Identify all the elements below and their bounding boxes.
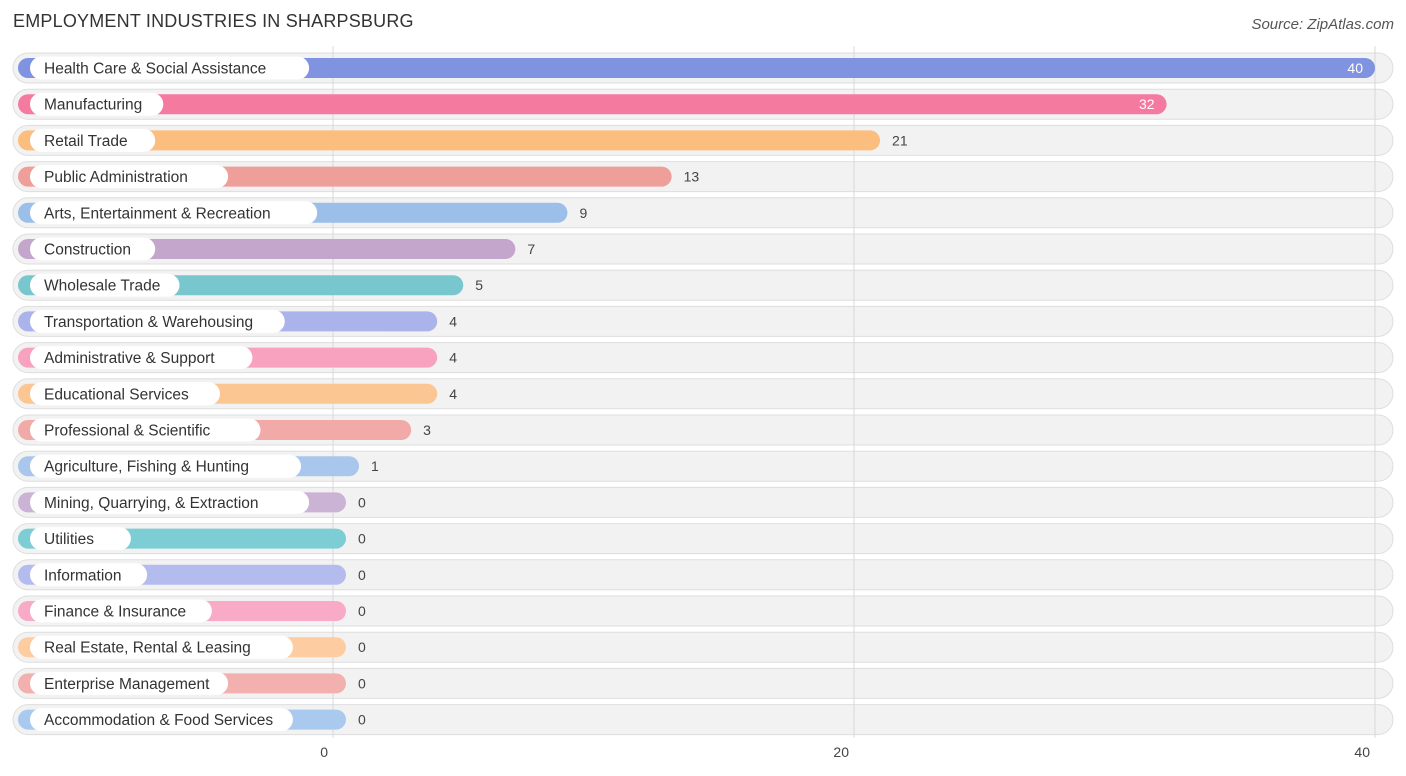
category-label: Manufacturing [44, 97, 142, 114]
row-background [12, 523, 1394, 555]
category-label-pill [30, 671, 229, 695]
category-label-pill [30, 237, 156, 261]
row-background [12, 486, 1394, 518]
category-label: Health Care & Social Assistance [44, 61, 266, 78]
value-label: 0 [358, 639, 366, 655]
category-label: Agriculture, Fishing & Hunting [44, 459, 249, 476]
category-label-pill [30, 56, 310, 80]
value-label: 1 [371, 458, 379, 474]
value-label: 0 [358, 494, 366, 510]
category-label-pill [30, 309, 285, 333]
value-label: 0 [358, 712, 366, 728]
value-label: 0 [358, 603, 366, 619]
value-label: 9 [579, 205, 587, 221]
category-label-pill [30, 346, 253, 370]
category-label: Information [44, 567, 122, 584]
value-label: 7 [527, 241, 535, 257]
value-label: 5 [475, 277, 483, 293]
category-label-pill [30, 418, 261, 442]
chart-title: EMPLOYMENT INDUSTRIES IN SHARPSBURG [13, 11, 414, 31]
category-label-pill [30, 635, 293, 659]
value-label: 13 [684, 169, 700, 185]
category-label-pill [30, 128, 156, 152]
category-label: Accommodation & Food Services [44, 712, 273, 729]
category-label-pill [30, 454, 301, 478]
category-label: Professional & Scientific [44, 423, 211, 440]
row-background [12, 704, 1394, 736]
value-label: 0 [358, 567, 366, 583]
category-label: Wholesale Trade [44, 278, 160, 295]
x-tick-label: 20 [833, 744, 849, 760]
row-background [12, 595, 1394, 627]
category-label: Real Estate, Rental & Leasing [44, 640, 251, 657]
category-label-pill [30, 563, 148, 587]
category-label-pill [30, 490, 310, 514]
category-label-pill [30, 599, 212, 623]
value-label: 40 [1347, 60, 1363, 76]
category-label: Finance & Insurance [44, 604, 186, 621]
category-label: Mining, Quarrying, & Extraction [44, 495, 259, 512]
category-label: Construction [44, 242, 131, 259]
category-label-pill [30, 165, 229, 189]
value-label: 0 [358, 675, 366, 691]
category-label-pill [30, 201, 318, 225]
value-label: 4 [449, 313, 457, 329]
category-label-pill [30, 382, 220, 406]
category-label: Retail Trade [44, 133, 128, 150]
category-label: Transportation & Warehousing [44, 314, 253, 331]
x-tick-label: 40 [1354, 744, 1370, 760]
category-label: Public Administration [44, 169, 188, 186]
category-label-pill [30, 708, 293, 732]
value-label: 21 [892, 132, 908, 148]
row-background [12, 631, 1394, 663]
category-label: Enterprise Management [44, 676, 210, 693]
value-label: 4 [449, 386, 457, 402]
bar [18, 94, 1167, 115]
category-label: Utilities [44, 531, 94, 548]
row-background [12, 450, 1394, 482]
category-label: Arts, Entertainment & Recreation [44, 205, 271, 222]
source-credit: Source: ZipAtlas.com [1251, 16, 1394, 33]
category-label-pill [30, 92, 164, 116]
row-background [12, 667, 1394, 699]
value-label: 32 [1139, 96, 1155, 112]
category-label-pill [30, 273, 180, 297]
row-background [12, 559, 1394, 591]
value-label: 3 [423, 422, 431, 438]
value-label: 4 [449, 350, 457, 366]
category-label-pill [30, 527, 131, 551]
bar [18, 58, 1375, 78]
x-tick-label: 0 [320, 744, 328, 760]
value-label: 0 [358, 531, 366, 547]
category-label: Educational Services [44, 386, 189, 403]
category-label: Administrative & Support [44, 350, 215, 367]
bar [18, 130, 881, 151]
